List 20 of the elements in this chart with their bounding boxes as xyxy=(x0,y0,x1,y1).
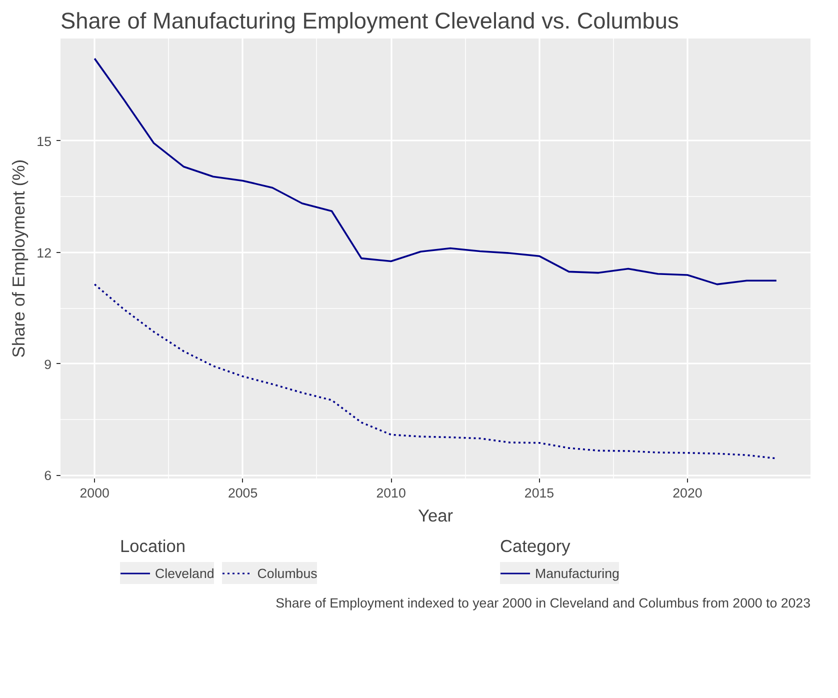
x-tick-label: 2015 xyxy=(524,486,554,500)
x-tick-label: 2020 xyxy=(672,486,702,500)
text: Share of Employment indexed to year 2000 in Cleveland and Columbus from 2000 to 2023 xyxy=(276,596,811,610)
text: Manufacturing xyxy=(535,566,620,580)
legend-title: Location xyxy=(120,536,187,557)
y-tick-label: 9 xyxy=(44,356,52,372)
x-tick-label: 2000 xyxy=(80,486,110,500)
chart-title: Share of Manufacturing Employment Cleveland vs. Columbus xyxy=(60,8,679,34)
legend-label: Columbus xyxy=(257,566,318,580)
y-tick-label: 15 xyxy=(36,134,52,149)
y-tick-label: 12 xyxy=(36,245,52,260)
x-tick-label: 2010 xyxy=(376,486,406,500)
text: Category xyxy=(500,536,572,557)
line-series xyxy=(94,58,778,286)
x-tick-label: 2005 xyxy=(228,486,258,500)
x-axis-title: Year xyxy=(418,506,454,526)
y-tick-label: 6 xyxy=(44,468,52,484)
line-series xyxy=(94,283,778,460)
legend-label: Cleveland xyxy=(155,566,214,580)
y-axis-title: Share of Employment (%) xyxy=(8,159,29,358)
